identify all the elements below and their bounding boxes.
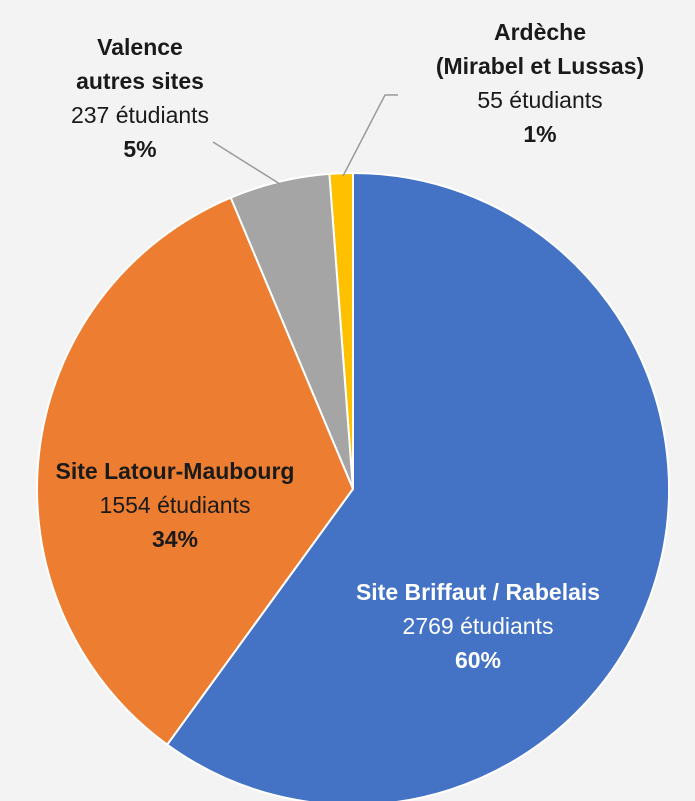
value-label: 55 étudiants [477, 87, 603, 113]
pie-slice [165, 171, 670, 801]
percent-label: 1% [523, 121, 557, 147]
slice-label: Site Briffaut / Rabelais 2769 étudiants 60… [328, 575, 628, 677]
leader-line [342, 94, 398, 177]
value-label: 237 étudiants [70, 102, 210, 128]
percent-label: 60% [454, 647, 502, 673]
slice-label: Valence autres sites 237 étudiants 5% [0, 30, 290, 166]
category-label: Site Latour-Maubourg [55, 458, 295, 484]
slice-label: Ardèche (Mirabel et Lussas) 55 étudiants 1… [390, 15, 690, 151]
leader-line [212, 141, 281, 185]
value-label: 2769 étudiants [402, 613, 554, 639]
category-label: Site Briffaut / Rabelais [355, 579, 601, 605]
value-label: 1554 étudiants [99, 492, 251, 518]
percent-label: 5% [123, 136, 157, 162]
pie-slice [36, 196, 355, 747]
slice-label: Site Latour-Maubourg 1554 étudiants 34% [25, 454, 325, 556]
category-label: Valence autres sites [76, 34, 204, 94]
category-label: Ardèche (Mirabel et Lussas) [435, 19, 645, 79]
percent-label: 34% [151, 526, 199, 552]
